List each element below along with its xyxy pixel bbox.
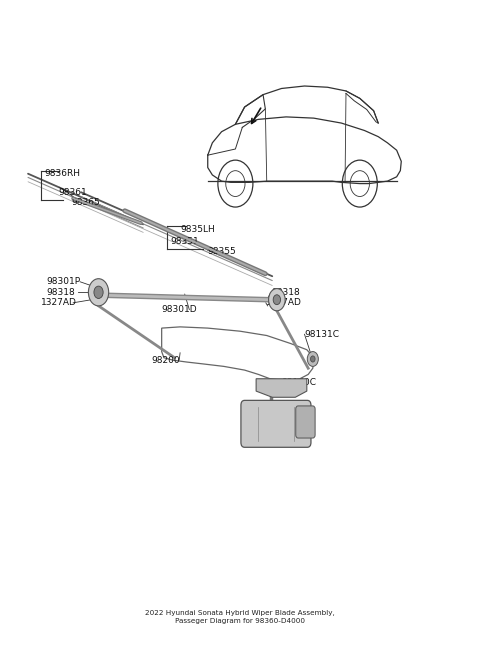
Text: 98200: 98200 xyxy=(152,355,180,365)
Circle shape xyxy=(311,356,315,362)
Text: 98301P: 98301P xyxy=(47,277,81,286)
Text: 98365: 98365 xyxy=(72,198,100,207)
Text: 98131C: 98131C xyxy=(304,330,339,339)
Text: 1327AD: 1327AD xyxy=(41,298,77,307)
Circle shape xyxy=(307,351,318,367)
Text: 98361: 98361 xyxy=(58,188,87,196)
Text: 9835LH: 9835LH xyxy=(180,225,215,234)
Text: 98318: 98318 xyxy=(47,288,75,297)
Text: 98351: 98351 xyxy=(170,237,199,246)
Text: 98100: 98100 xyxy=(245,428,273,438)
Circle shape xyxy=(88,279,108,306)
Circle shape xyxy=(273,295,280,305)
FancyBboxPatch shape xyxy=(296,406,315,438)
Text: 98355: 98355 xyxy=(208,247,237,256)
Polygon shape xyxy=(256,378,307,397)
FancyBboxPatch shape xyxy=(241,400,311,447)
Text: 9836RH: 9836RH xyxy=(44,170,80,178)
Text: 98301D: 98301D xyxy=(162,305,197,314)
Text: 2022 Hyundai Sonata Hybrid Wiper Blade Assembly,: 2022 Hyundai Sonata Hybrid Wiper Blade A… xyxy=(145,610,335,616)
Text: 1327AD: 1327AD xyxy=(266,298,301,307)
Circle shape xyxy=(269,288,285,311)
Text: 98160C: 98160C xyxy=(281,378,316,387)
Text: 98318: 98318 xyxy=(271,288,300,297)
Circle shape xyxy=(94,286,103,298)
Text: Passeger Diagram for 98360-D4000: Passeger Diagram for 98360-D4000 xyxy=(175,618,305,624)
